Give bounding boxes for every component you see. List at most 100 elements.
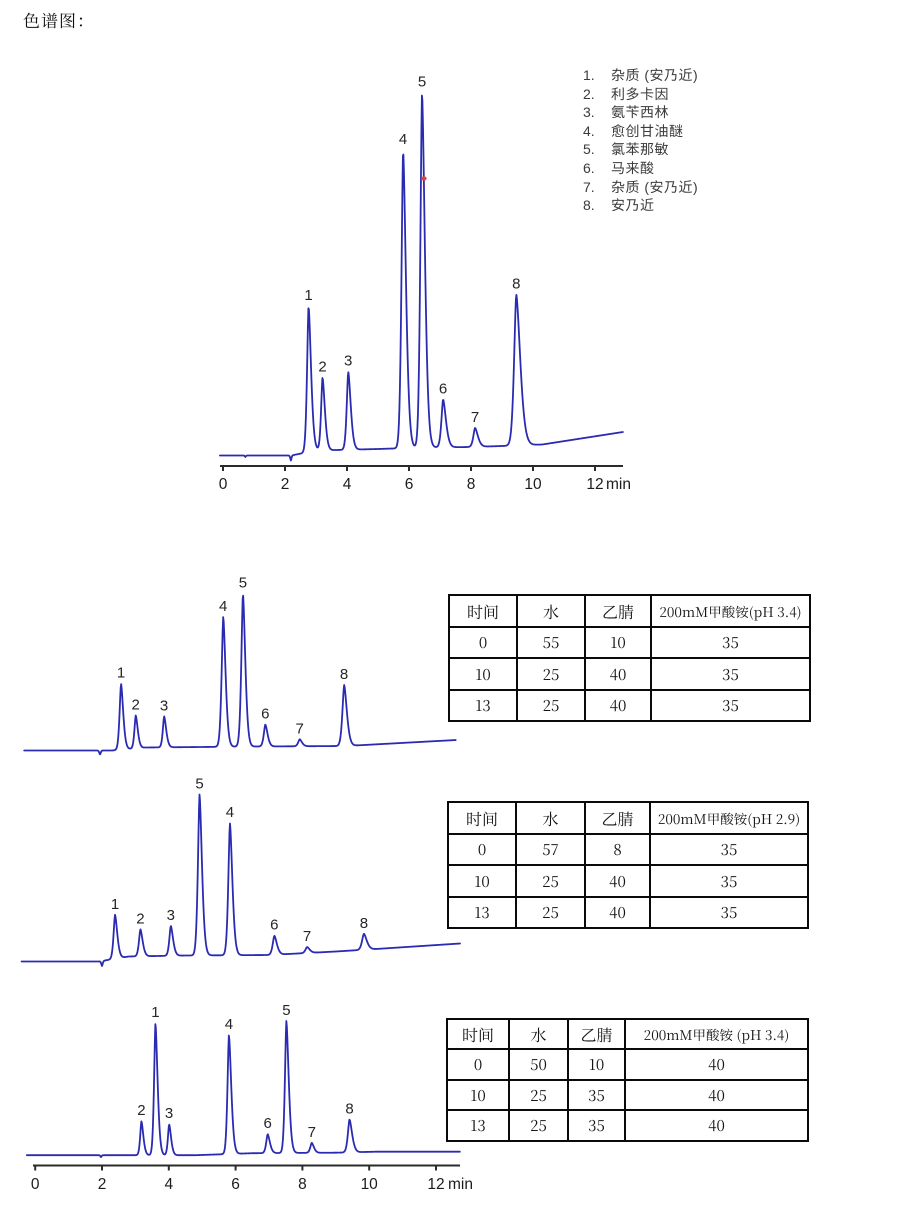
red-marker: [421, 176, 427, 181]
legend-item-number: 7.: [583, 178, 595, 195]
table-header-cell: 时间: [448, 593, 518, 629]
table-cell: 55: [516, 626, 586, 660]
table-row: 10 25 40 35: [447, 864, 809, 898]
legend-item-label: 杂质 (安乃近): [611, 178, 699, 195]
peak-label-run3-7: 7: [308, 1124, 316, 1141]
table-header-cell: 乙腈: [584, 593, 652, 629]
table-cell: 0: [448, 626, 518, 660]
chromatogram-run2: 12 3 5 4 6 7 8: [20, 775, 461, 967]
peak-label-main-6: 6: [439, 380, 447, 397]
legend-item-number: 1.: [583, 67, 595, 83]
gradient-table-1: 时间水乙腈 200mM甲酸铵(pH 3.4) 0 55 10 35 10 25 40 35 13 25…: [448, 593, 811, 723]
peak-label-run3-5: 5: [282, 1002, 290, 1019]
legend-item-label: 安乃近: [611, 197, 655, 214]
legend-item-number: 3.: [583, 104, 595, 121]
peak-label-run1-6: 6: [261, 705, 269, 722]
trace-main: [219, 94, 624, 462]
x-axis-tick-label: 4: [164, 1176, 173, 1193]
legend-item-label: 愈创甘油醚: [611, 122, 684, 139]
table-cell: 40: [624, 1048, 809, 1081]
table-cell: 40: [584, 688, 652, 723]
table-cell: 25: [516, 688, 586, 723]
peak-label-run3-4: 4: [225, 1016, 233, 1033]
table-header-cell: 乙腈: [567, 1017, 626, 1051]
table-row: 10 25 35 40: [446, 1078, 809, 1112]
peak-label-run3-2: 2: [137, 1102, 145, 1119]
trace-run1: [23, 594, 457, 756]
legend-item: 1. 杂质 (安乃近): [583, 66, 698, 85]
legend-item: 2. 利多卡因: [583, 85, 698, 104]
peak-label-run2-6: 6: [270, 917, 278, 934]
table-cell: 35: [650, 688, 811, 723]
peak-label-run2-5: 5: [195, 775, 203, 792]
x-axis-unit-label: min: [448, 1176, 473, 1193]
table-cell: 35: [650, 657, 811, 691]
table-cell: 0: [446, 1048, 510, 1081]
trace-run2: [20, 793, 461, 967]
peak-label-run3-1: 1: [151, 1004, 159, 1021]
trace-run3: [25, 1020, 461, 1158]
x-axis-tick-label: 12: [427, 1176, 444, 1193]
peak-label-run3-3: 3: [165, 1105, 173, 1122]
table-row: 0 55 10 35: [448, 626, 811, 660]
chromatogram-run3: 2 1 3 4 6 5 7 8 0 2 4 6 8 10 12 min: [25, 1002, 473, 1193]
table-cell: 35: [649, 864, 809, 898]
peak-label-run2-4: 4: [226, 804, 234, 821]
legend-item-number: 8.: [583, 197, 595, 214]
x-axis-tick-label: 8: [298, 1176, 307, 1193]
legend-item-number: 4.: [583, 122, 595, 139]
table-cell: 35: [567, 1078, 626, 1112]
table-cell: 10: [567, 1048, 626, 1081]
peak-label-main-1: 1: [304, 287, 312, 304]
table-cell: 10: [448, 657, 518, 691]
table-cell: 25: [508, 1109, 569, 1142]
table-row: 13 25 35 40: [446, 1109, 809, 1142]
table-cell: 0: [447, 833, 517, 867]
peak-label-run1-7: 7: [296, 720, 304, 737]
peak-label-run2-2: 2: [136, 910, 144, 927]
table-header-cell: 水: [508, 1017, 569, 1051]
x-axis-tick-label: 10: [524, 476, 542, 493]
peak-label-run1-8: 8: [340, 666, 348, 683]
table-cell: 40: [624, 1109, 809, 1142]
legend-item-number: 5.: [583, 141, 595, 158]
gradient-table-2: 时间水乙腈 200mM甲酸铵(pH 2.9) 0 57 8 35 10 25 40 35 13 25 4…: [447, 800, 809, 930]
x-axis-tick-label: 10: [361, 1176, 379, 1193]
peak-label-main-3: 3: [344, 353, 352, 370]
peak-label-run3-8: 8: [345, 1100, 353, 1117]
legend-item-label: 利多卡因: [611, 85, 669, 102]
table-cell: 13: [446, 1109, 510, 1142]
peak-label-main-4: 4: [399, 131, 407, 148]
legend-item-label: 氨苄西林: [611, 104, 669, 121]
x-axis-tick-label: 0: [31, 1176, 40, 1193]
table-cell: 35: [649, 833, 809, 867]
table-cell: 40: [584, 895, 651, 930]
table-cell: 35: [650, 626, 811, 660]
peak-legend: 1. 杂质 (安乃近) 2. 利多卡因 3. 氨苄西林 4. 愈创甘油醚 5. 氯苯那敏 6. 马来酸…: [583, 66, 698, 215]
legend-item: 3. 氨苄西林: [583, 103, 698, 122]
table-cell: 40: [624, 1078, 809, 1112]
peak-label-run1-1: 1: [117, 665, 125, 682]
peak-label-run2-3: 3: [167, 907, 175, 924]
peak-label-main-8: 8: [512, 276, 520, 293]
table-cell: 25: [515, 895, 586, 930]
x-axis-tick-label: 6: [405, 476, 414, 493]
table-header-cell: 乙腈: [584, 800, 651, 836]
x-axis-unit-label: min: [606, 476, 631, 493]
table-cell: 10: [446, 1078, 510, 1112]
legend-item: 4. 愈创甘油醚: [583, 122, 698, 141]
table-cell: 13: [448, 688, 518, 723]
table-header-row: 时间水乙腈 200mM甲酸铵(pH 2.9): [447, 800, 809, 836]
x-axis-tick-label: 0: [219, 476, 228, 493]
table-header-row: 时间水乙腈 200mM甲酸铵 (pH 3.4): [446, 1017, 809, 1051]
table-cell: 8: [584, 833, 651, 867]
table-cell: 40: [584, 657, 652, 691]
table-cell: 57: [515, 833, 586, 867]
table-header-cell: 水: [516, 593, 586, 629]
x-axis-tick-label: 8: [467, 476, 476, 493]
legend-item-label: 杂质 (安乃近): [611, 67, 699, 83]
table-header-cell: 时间: [447, 800, 517, 836]
legend-item: 7. 杂质 (安乃近): [583, 178, 698, 197]
